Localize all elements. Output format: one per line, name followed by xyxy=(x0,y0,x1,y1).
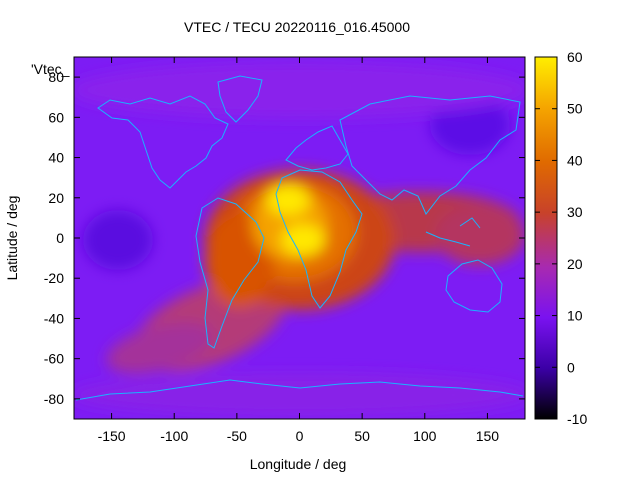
x-tick-label: 0 xyxy=(296,428,304,444)
y-tick-label: 40 xyxy=(48,150,64,166)
south-pacific-tail xyxy=(106,322,214,374)
y-tick-label: 80 xyxy=(48,69,64,85)
antarctic-band xyxy=(74,373,525,417)
east-asia-band xyxy=(435,205,525,265)
y-tick-label: -80 xyxy=(44,391,64,407)
x-axis-ticks: -150 -100 -50 0 50 100 150 xyxy=(98,57,500,444)
x-tick-label: -50 xyxy=(227,428,247,444)
colorbar-tick-label: 60 xyxy=(567,49,583,65)
y-tick-label: 60 xyxy=(48,109,64,125)
colorbar-tick-label: 20 xyxy=(567,256,583,272)
heatmap-plot xyxy=(74,57,525,419)
x-axis-label: Longitude / deg xyxy=(250,456,347,472)
y-tick-label: -60 xyxy=(44,351,64,367)
coast-greenland xyxy=(217,75,263,123)
y-tick-label: 20 xyxy=(48,190,64,206)
colorbar-tick-label: 50 xyxy=(567,101,583,117)
x-tick-label: -150 xyxy=(98,428,126,444)
coast-europe xyxy=(285,125,349,171)
coast-south-america xyxy=(195,197,265,349)
y-tick-label: -20 xyxy=(44,270,64,286)
vtec-field xyxy=(74,62,525,417)
colorbar-tick-label: 40 xyxy=(567,152,583,168)
coast-antarctica xyxy=(75,379,524,401)
coast-asia xyxy=(339,95,521,215)
chart-title: VTEC / TECU 20220116_016.45000 xyxy=(184,19,410,35)
coastlines xyxy=(75,75,524,401)
x-tick-label: 50 xyxy=(354,428,370,444)
y-axis-label: Latitude / deg xyxy=(4,196,20,281)
colorbar-ticks: -10 0 10 20 30 40 50 60 xyxy=(535,49,587,427)
y-tick-label: -40 xyxy=(44,310,64,326)
x-tick-label: 100 xyxy=(413,428,437,444)
series-key-label: 'Vtec_ xyxy=(31,61,70,77)
y-tick-label: 0 xyxy=(56,230,64,246)
north-crest-core xyxy=(266,184,310,216)
x-tick-label: 150 xyxy=(476,428,500,444)
pacific-low-region xyxy=(83,210,153,270)
arctic-band xyxy=(74,62,525,118)
coast-north-america xyxy=(97,95,229,189)
colorbar-tick-label: 0 xyxy=(567,359,575,375)
colorbar xyxy=(534,56,558,420)
coast-indonesia xyxy=(425,217,481,247)
coast-australia xyxy=(445,259,503,313)
colorbar-tick-label: 30 xyxy=(567,204,583,220)
colorbar-tick-label: -10 xyxy=(567,411,587,427)
equatorial-core xyxy=(281,224,325,256)
x-tick-label: -100 xyxy=(160,428,188,444)
coast-africa xyxy=(275,169,363,309)
colorbar-tick-label: 10 xyxy=(567,308,583,324)
y-axis-ticks: -80 -60 -40 -20 0 20 40 60 80 xyxy=(44,69,525,407)
